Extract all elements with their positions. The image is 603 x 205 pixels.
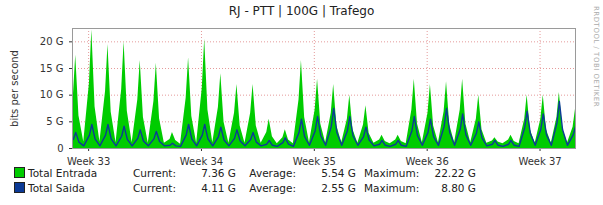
svg-text:bits per second: bits per second xyxy=(9,50,20,127)
svg-text:Week 37: Week 37 xyxy=(518,156,561,167)
svg-text:Week 36: Week 36 xyxy=(406,156,449,167)
html-text:7.36 G: 7.36 G xyxy=(201,167,236,179)
html-text:8.80 G: 8.80 G xyxy=(441,182,476,194)
html-text:Average:: Average: xyxy=(249,182,296,194)
html-text:Total Saida: Total Saida xyxy=(28,182,85,194)
svg-text:20 G: 20 G xyxy=(40,36,64,47)
html-text:RRDTOOL / TOBI OETIKER: RRDTOOL / TOBI OETIKER xyxy=(592,6,600,108)
html-text:Average:: Average: xyxy=(249,167,296,179)
html-text:Current:: Current: xyxy=(133,182,176,194)
svg-text:5 G: 5 G xyxy=(46,116,63,127)
svg-text:15 G: 15 G xyxy=(40,63,64,74)
svg-text:0: 0 xyxy=(57,143,63,154)
html-text:5.54 G: 5.54 G xyxy=(321,167,356,179)
html-text:Total Entrada: Total Entrada xyxy=(28,167,98,179)
svg-text:Week 34: Week 34 xyxy=(180,156,223,167)
html-text:22.22 G: 22.22 G xyxy=(434,167,476,179)
html-text:Maximum:: Maximum: xyxy=(364,167,420,179)
html-text:4.11 G: 4.11 G xyxy=(201,182,236,194)
html-text:Maximum:: Maximum: xyxy=(364,182,420,194)
html-text:2.55 G: 2.55 G xyxy=(321,182,356,194)
html-text:Current:: Current: xyxy=(133,167,176,179)
svg-text:10 G: 10 G xyxy=(40,89,64,100)
svg-text:Week 35: Week 35 xyxy=(293,156,336,167)
svg-text:Week 33: Week 33 xyxy=(67,156,110,167)
html-text:RJ - PTT | 100G | Trafego: RJ - PTT | 100G | Trafego xyxy=(228,4,375,18)
